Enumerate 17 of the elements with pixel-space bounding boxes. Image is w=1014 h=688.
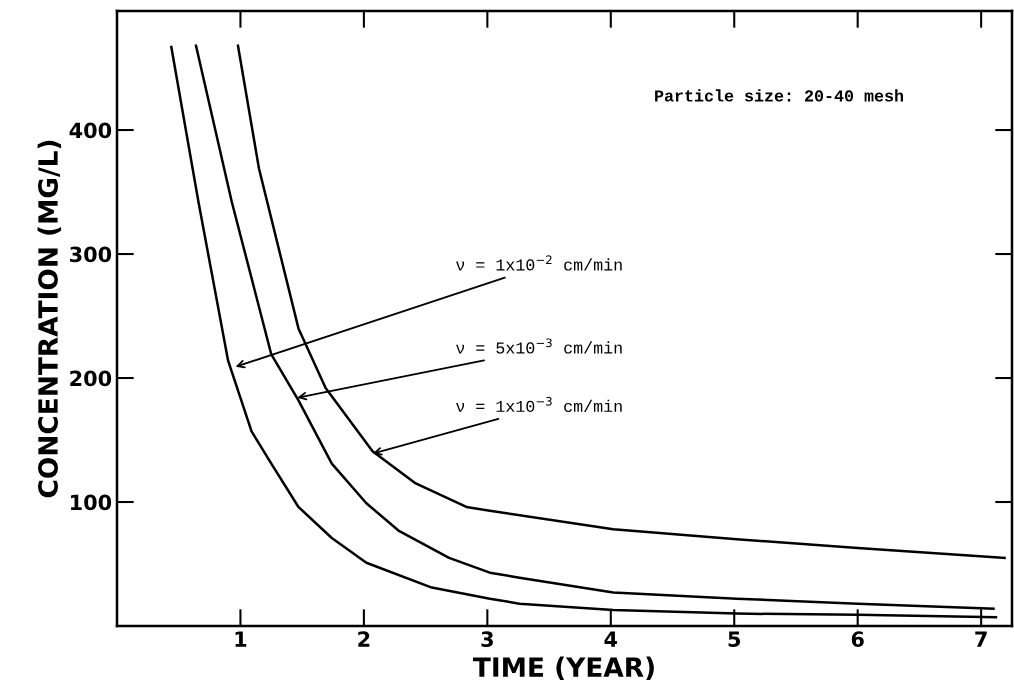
x-tick-label: 1 [235, 631, 247, 647]
x-tick-label: 5 [728, 631, 741, 647]
y-tick-label: 300 [70, 246, 112, 263]
x-tick-label: 3 [481, 631, 493, 647]
x-axis-title: TIME (YEAR) [472, 656, 654, 681]
annotation: ν = 1x10$^{−3}$ cm/min [456, 396, 622, 413]
annotation: ν = 1x10$^{−2}$ cm/min [456, 255, 622, 271]
annotation: Particle size: 20-40 mesh [655, 89, 904, 102]
y-axis-title: CONCENTRATION (MG/L) [37, 140, 62, 498]
y-tick-label: 100 [71, 494, 112, 511]
x-tick-label: 2 [358, 631, 370, 647]
x-tick-label: 6 [851, 631, 864, 647]
x-tick-label: 4 [604, 631, 618, 647]
y-tick-label: 200 [70, 370, 112, 387]
y-tick-label: 400 [69, 122, 112, 139]
annotation: ν = 5x10$^{−3}$ cm/min [456, 338, 622, 354]
x-tick-label: 7 [975, 631, 987, 647]
